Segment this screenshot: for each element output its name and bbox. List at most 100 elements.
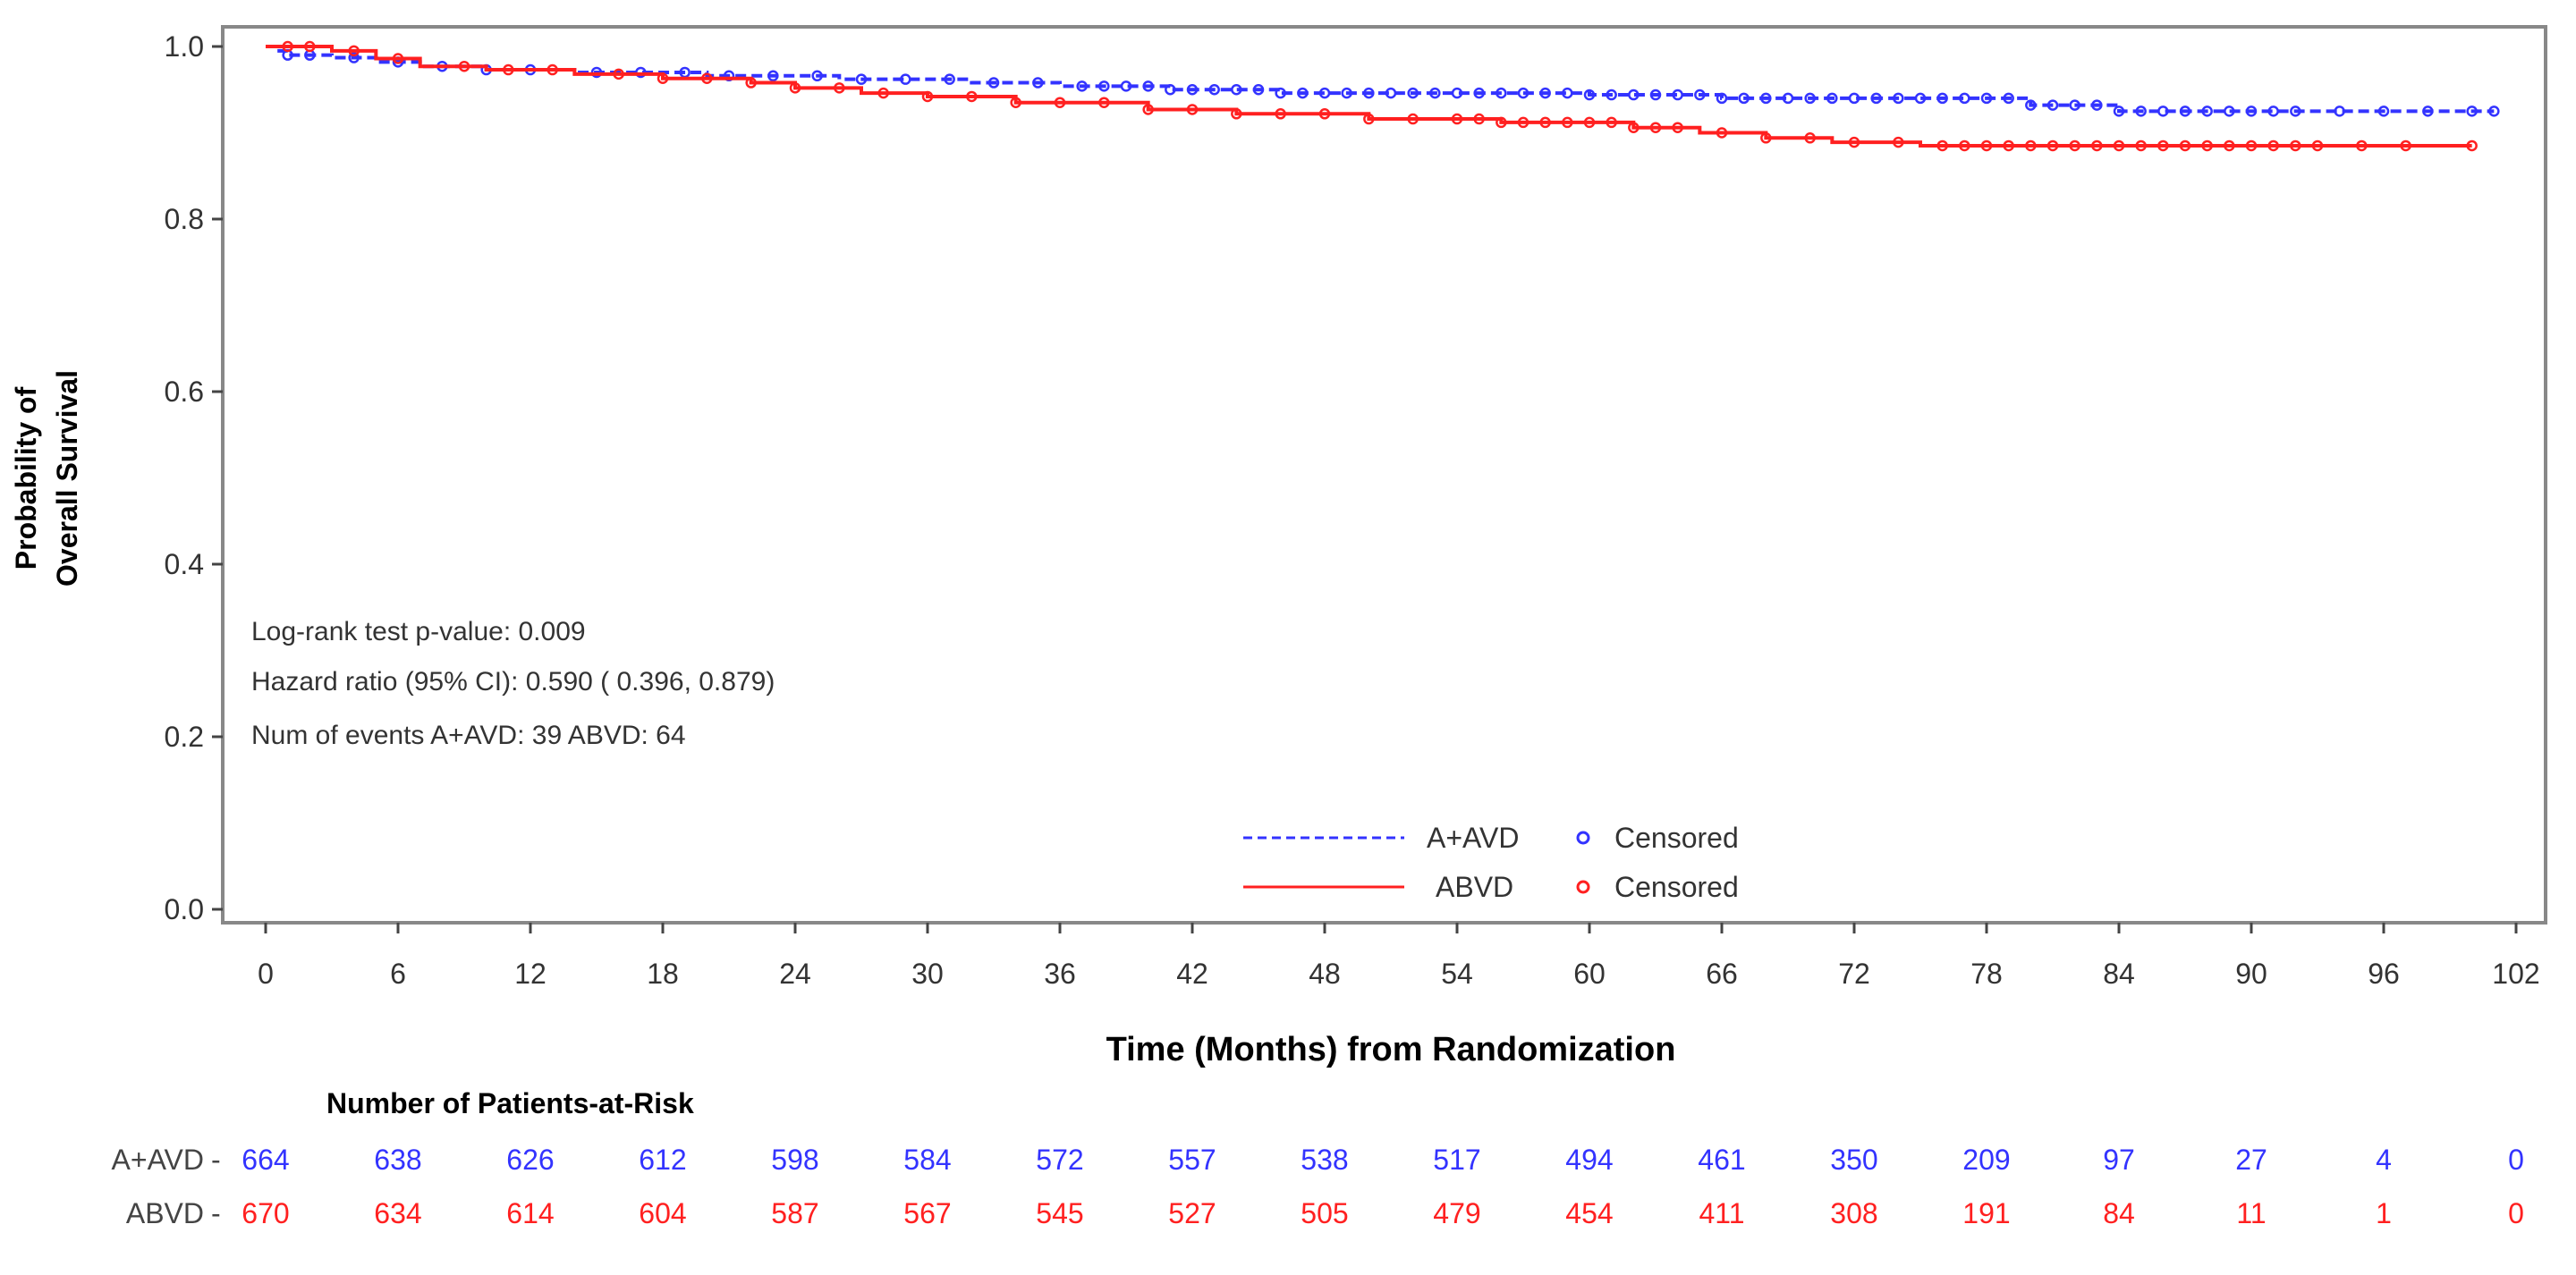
- censor-mark: [2135, 106, 2147, 117]
- risk-row-dash: -: [211, 1144, 221, 1176]
- censor-mark: [900, 73, 911, 85]
- censor-mark: [2245, 106, 2258, 117]
- annotation-logrank: Log-rank test p-value: 0.009: [251, 617, 586, 646]
- censor-mark: [1804, 92, 1816, 105]
- x-axis: 0 6 12 18 24 30 36 42 48 54 60 66 72 78 84 90 96 102: [258, 923, 2540, 990]
- y-axis-label-line2: Overall Survival: [51, 370, 83, 587]
- censor-mark: [1760, 132, 1772, 144]
- censor-mark: [1517, 116, 1530, 129]
- censor-mark: [1275, 108, 1286, 120]
- risk-value: 517: [1433, 1144, 1480, 1176]
- plot-frame: [221, 25, 2547, 925]
- censor-mark: [2334, 106, 2345, 117]
- censor-mark: [1098, 80, 1110, 92]
- censor-mark: [1208, 84, 1220, 96]
- censor-mark: [2046, 99, 2059, 111]
- y-tick-label: 0.8: [165, 203, 204, 235]
- censor-mark: [392, 53, 404, 64]
- censor-mark: [1583, 116, 1596, 129]
- censor-mark: [2201, 139, 2213, 152]
- censor-mark: [1252, 84, 1265, 96]
- censor-mark: [1186, 84, 1199, 96]
- legend: A+AVD Censored ABVD Censored: [1243, 822, 1739, 903]
- legend-censored-a-avd: Censored: [1614, 822, 1739, 854]
- censor-mark: [1517, 87, 1530, 99]
- censor-mark: [2179, 139, 2191, 152]
- censor-mark: [2422, 106, 2434, 117]
- censor-mark: [2311, 139, 2324, 152]
- censor-mark: [1628, 122, 1640, 133]
- risk-value: 614: [506, 1197, 554, 1229]
- censor-mark: [2025, 139, 2037, 152]
- legend-censor-icon-a-avd: [1576, 831, 1590, 845]
- x-tick-label: 30: [911, 958, 944, 990]
- x-tick-label: 60: [1573, 958, 1606, 990]
- x-tick-label: 84: [2103, 958, 2135, 990]
- risk-value: 27: [2235, 1144, 2267, 1176]
- censor-mark: [1628, 89, 1640, 101]
- censor-mark: [1473, 87, 1485, 99]
- legend-label-abvd: ABVD: [1436, 871, 1513, 903]
- censor-mark: [1318, 87, 1331, 99]
- censor-mark: [1429, 87, 1441, 99]
- risk-value: 4: [2376, 1144, 2392, 1176]
- censor-mark: [1980, 92, 1993, 105]
- censor-mark: [1848, 92, 1860, 105]
- censor-mark: [1936, 92, 1948, 105]
- survival-curve-abvd: [266, 45, 2472, 148]
- censor-mark: [1451, 113, 1463, 125]
- censor-mark: [1076, 80, 1088, 92]
- x-tick-label: 24: [779, 958, 811, 990]
- censor-mark: [1451, 87, 1463, 99]
- censor-mark: [1914, 92, 1927, 105]
- censor-mark: [987, 77, 1000, 89]
- censor-mark: [1959, 139, 1970, 152]
- survival-curves: [266, 40, 2500, 152]
- risk-value: 461: [1698, 1144, 1745, 1176]
- legend-censor-icon-abvd: [1576, 880, 1590, 894]
- censor-mark: [1539, 116, 1551, 129]
- x-tick-label: 18: [647, 958, 679, 990]
- x-tick-label: 54: [1441, 958, 1473, 990]
- censor-mark: [2046, 139, 2059, 152]
- risk-value: 0: [2508, 1197, 2524, 1229]
- censor-mark: [1716, 92, 1728, 105]
- censor-mark: [966, 90, 978, 103]
- risk-value: 545: [1036, 1197, 1083, 1229]
- censor-mark: [1407, 87, 1419, 99]
- x-axis-label: Time (Months) from Randomization: [1106, 1031, 1676, 1068]
- censor-mark: [1959, 92, 1970, 105]
- censor-mark: [2113, 139, 2125, 152]
- censor-mark: [1738, 92, 1750, 105]
- censor-mark: [1473, 113, 1485, 125]
- risk-row-label: ABVD: [126, 1197, 204, 1229]
- x-tick-label: 72: [1838, 958, 1870, 990]
- y-tick-label: 0.0: [165, 893, 204, 925]
- y-tick-label: 0.4: [165, 548, 204, 580]
- censor-mark: [767, 70, 779, 82]
- censor-mark: [2091, 99, 2103, 111]
- censor-mark: [657, 72, 669, 84]
- censor-mark: [1980, 139, 1993, 152]
- risk-value: 505: [1301, 1197, 1348, 1229]
- risk-value: 308: [1830, 1197, 1877, 1229]
- y-tick-label: 0.6: [165, 376, 204, 408]
- censor-mark: [745, 77, 757, 89]
- annotation-events: Num of events A+AVD: 39 ABVD: 64: [251, 721, 686, 750]
- censor-mark: [1496, 116, 1507, 129]
- censor-mark: [1098, 97, 1110, 108]
- risk-value: 538: [1301, 1144, 1348, 1176]
- censor-mark: [1936, 139, 1948, 152]
- censor-mark: [1760, 92, 1772, 105]
- x-tick-label: 48: [1309, 958, 1341, 990]
- censor-mark: [1649, 89, 1662, 101]
- censor-mark: [2224, 106, 2235, 117]
- censor-mark: [1032, 77, 1044, 89]
- censor-mark: [944, 73, 955, 85]
- y-axis: 0.0 0.2 0.4 0.6 0.8 1.0: [165, 30, 223, 925]
- risk-value: 209: [1962, 1144, 2010, 1176]
- x-tick-label: 90: [2235, 958, 2267, 990]
- censor-mark: [1562, 116, 1573, 129]
- censor-mark: [2466, 106, 2478, 117]
- risk-value: 494: [1565, 1144, 1613, 1176]
